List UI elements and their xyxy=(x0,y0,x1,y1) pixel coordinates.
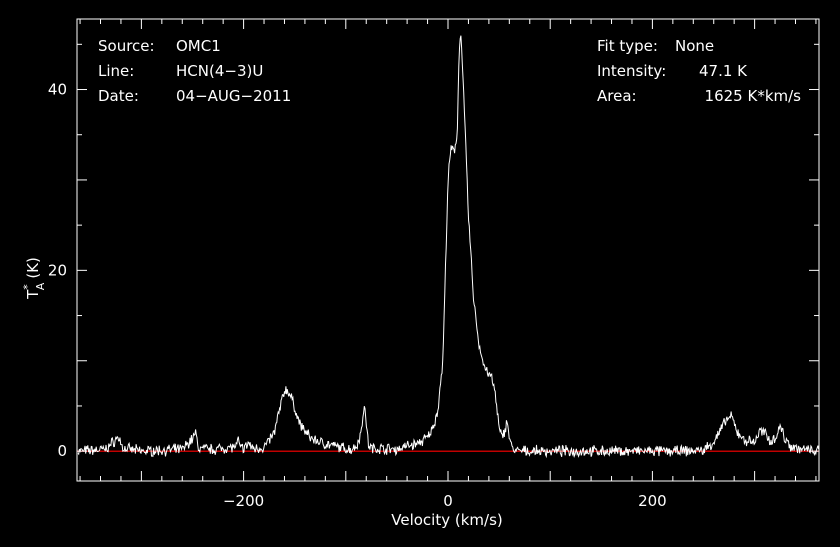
y-axis-label-sup: * xyxy=(21,284,34,290)
intensity-value: 47.1 K xyxy=(699,62,748,80)
line-label: Line: xyxy=(98,62,134,80)
x-axis-label: Velocity (km/s) xyxy=(391,511,502,529)
source-label: Source: xyxy=(98,37,155,55)
y-tick-label: 0 xyxy=(57,442,67,460)
fit-type-label: Fit type: xyxy=(597,37,658,55)
date-label: Date: xyxy=(98,87,139,105)
y-axis-label-unit: (K) xyxy=(24,257,42,279)
y-axis-label-main: T xyxy=(24,289,42,300)
y-tick-label: 40 xyxy=(48,81,67,99)
date-value: 04−AUG−2011 xyxy=(176,87,291,105)
area-value: 1625 K*km/s xyxy=(705,87,802,105)
svg-text:T*A(K): T*A (K) xyxy=(21,257,47,300)
x-tick-label: 0 xyxy=(443,492,453,510)
area-label: Area: xyxy=(597,87,637,105)
y-axis-label-sub: A xyxy=(34,282,47,290)
spectrum-line xyxy=(77,35,820,459)
y-axis-label: T*A (K) xyxy=(21,257,47,300)
y-tick-label: 20 xyxy=(48,261,67,279)
line-value: HCN(4−3)U xyxy=(176,62,263,80)
source-value: OMC1 xyxy=(176,37,221,55)
spectrum-series xyxy=(77,35,820,459)
fit-type-value: None xyxy=(675,37,714,55)
axis-ticks: −200 0 200 0 20 40 xyxy=(48,19,819,510)
x-tick-label: −200 xyxy=(223,492,264,510)
x-tick-label: 200 xyxy=(638,492,667,510)
intensity-label: Intensity: xyxy=(597,62,666,80)
